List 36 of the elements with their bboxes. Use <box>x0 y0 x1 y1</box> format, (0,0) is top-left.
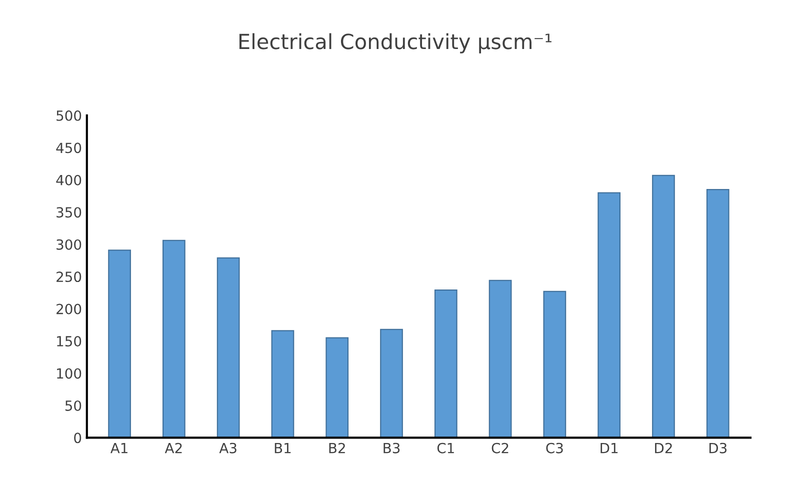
x-tick-label: B3 <box>384 442 400 454</box>
y-tick-label: 50 <box>65 400 82 411</box>
bar <box>598 192 621 438</box>
y-tick-label: 200 <box>56 304 82 314</box>
x-tick-label: D1 <box>600 443 618 454</box>
bar <box>652 174 675 438</box>
x-tick-label: C2 <box>492 442 508 454</box>
bar <box>434 290 458 438</box>
x-tick-label: D2 <box>655 442 672 454</box>
x-tick-label: B1 <box>274 443 291 454</box>
x-tick-label: A2 <box>164 442 182 454</box>
y-tick-label: 400 <box>56 174 82 186</box>
y-tick-label: 300 <box>56 239 82 250</box>
y-tick-label: 100 <box>57 368 82 379</box>
bar <box>326 337 349 438</box>
x-tick-label: B2 <box>329 442 345 454</box>
bar <box>162 240 186 438</box>
bar <box>706 189 730 438</box>
y-tick-label: 150 <box>57 336 82 347</box>
y-tick-label: 500 <box>56 110 82 121</box>
x-tick-label: D3 <box>709 442 727 454</box>
y-tick-label: 350 <box>56 207 82 218</box>
bar <box>488 280 512 438</box>
x-tick-label: C3 <box>546 442 563 454</box>
x-tick-label: C1 <box>437 442 454 454</box>
bar <box>108 250 131 438</box>
bar <box>380 328 403 438</box>
y-tick-label: 250 <box>56 272 82 282</box>
bar <box>216 257 240 438</box>
bar <box>271 330 294 438</box>
bar <box>543 290 566 438</box>
y-tick-label: 450 <box>56 142 82 154</box>
y-tick-label: 0 <box>74 432 82 444</box>
x-tick-label: A3 <box>219 442 236 454</box>
x-tick-label: A1 <box>110 443 128 454</box>
chart-title: Electrical Conductivity μscm⁻¹ <box>239 33 552 54</box>
